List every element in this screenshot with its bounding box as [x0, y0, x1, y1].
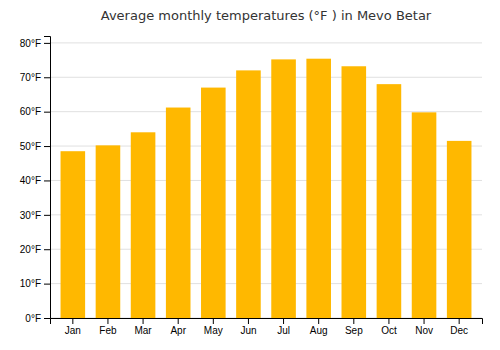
tick-label: Jan — [65, 325, 81, 336]
tick-label: 40°F — [20, 175, 41, 186]
tick-label: Sep — [345, 325, 363, 336]
tick-label: 10°F — [20, 278, 41, 289]
tick-label: Jul — [277, 325, 290, 336]
tick-label: May — [204, 325, 223, 336]
grid — [50, 43, 482, 318]
tick-mark — [213, 318, 214, 324]
tick-mark — [388, 318, 389, 324]
tick-mark — [318, 318, 319, 324]
tick-mark — [178, 318, 179, 324]
tick: 30°F — [20, 210, 50, 221]
tick-label: Feb — [99, 325, 117, 336]
bar — [166, 108, 191, 318]
tick-label: Apr — [170, 325, 186, 336]
tick: Sep — [345, 318, 363, 336]
tick-mark — [44, 249, 50, 250]
tick-mark — [248, 318, 249, 324]
tick-label: Mar — [134, 325, 152, 336]
tick: 80°F — [20, 38, 50, 49]
tick: Oct — [381, 318, 397, 336]
tick-label: Dec — [450, 325, 468, 336]
tick-mark — [44, 146, 50, 147]
tick: Nov — [415, 318, 433, 336]
tick: Feb — [99, 318, 117, 336]
tick: Apr — [170, 318, 186, 336]
bar — [412, 112, 437, 318]
chart: 0°F 10°F 20°F 30°F 40°F 50°F 60°F 70°F 80°F Jan Fe… — [0, 0, 500, 350]
bar — [271, 59, 296, 318]
tick-mark — [283, 318, 284, 324]
tick-mark — [459, 318, 460, 324]
tick-label: 20°F — [20, 244, 41, 255]
bar — [201, 88, 226, 318]
tick-label: 80°F — [20, 38, 41, 49]
y-axis: 0°F 10°F 20°F 30°F 40°F 50°F 60°F 70°F 80°F — [20, 37, 51, 324]
bar — [236, 70, 261, 318]
grid-line — [50, 111, 482, 112]
bars — [61, 59, 472, 318]
tick-label: Nov — [415, 325, 433, 336]
tick: 40°F — [20, 175, 50, 186]
bar — [96, 145, 121, 318]
tick-mark — [44, 284, 50, 285]
tick-label: 30°F — [20, 210, 41, 221]
grid-line — [50, 77, 482, 78]
tick-label: 70°F — [20, 72, 41, 83]
plot: 0°F 10°F 20°F 30°F 40°F 50°F 60°F 70°F 80°F Jan Fe… — [20, 37, 483, 337]
tick-mark — [44, 77, 50, 78]
tick-mark — [107, 318, 108, 324]
title: Average monthly temperatures (°F ) in Me… — [101, 8, 432, 23]
tick-mark — [72, 318, 73, 324]
tick: 10°F — [20, 278, 50, 289]
bar — [61, 151, 86, 318]
tick: 0°F — [25, 313, 50, 324]
tick: 70°F — [20, 72, 50, 83]
tick-mark — [143, 318, 144, 324]
bar — [377, 84, 402, 318]
bar — [342, 66, 367, 318]
tick-mark — [44, 180, 50, 181]
grid-line — [50, 42, 482, 43]
tick-mark — [44, 215, 50, 216]
x-axis: Jan Feb Mar Apr May Jun Jul Aug Sep Oct Nov Dec — [51, 318, 483, 336]
tick: Jul — [277, 318, 290, 336]
tick: Mar — [134, 318, 152, 336]
tick: Jun — [240, 318, 256, 336]
tick: May — [204, 318, 223, 336]
tick: Dec — [450, 318, 468, 336]
tick: 50°F — [20, 141, 50, 152]
tick: 20°F — [20, 244, 50, 255]
tick-label: Jun — [240, 325, 256, 336]
tick-label: 60°F — [20, 106, 41, 117]
tick-mark — [424, 318, 425, 324]
tick: Jan — [65, 318, 81, 336]
tick: Aug — [310, 318, 328, 336]
tick-mark — [44, 318, 50, 319]
axis-line — [51, 319, 483, 325]
tick-label: 0°F — [25, 313, 41, 324]
bar — [447, 141, 472, 318]
tick-mark — [44, 112, 50, 113]
bar — [306, 59, 331, 318]
tick-label: 50°F — [20, 141, 41, 152]
tick-mark — [44, 43, 50, 44]
tick-label: Oct — [381, 325, 397, 336]
tick-mark — [353, 318, 354, 324]
bar — [131, 132, 156, 318]
tick-label: Aug — [310, 325, 328, 336]
tick: 60°F — [20, 106, 50, 117]
axis-line — [44, 37, 51, 319]
